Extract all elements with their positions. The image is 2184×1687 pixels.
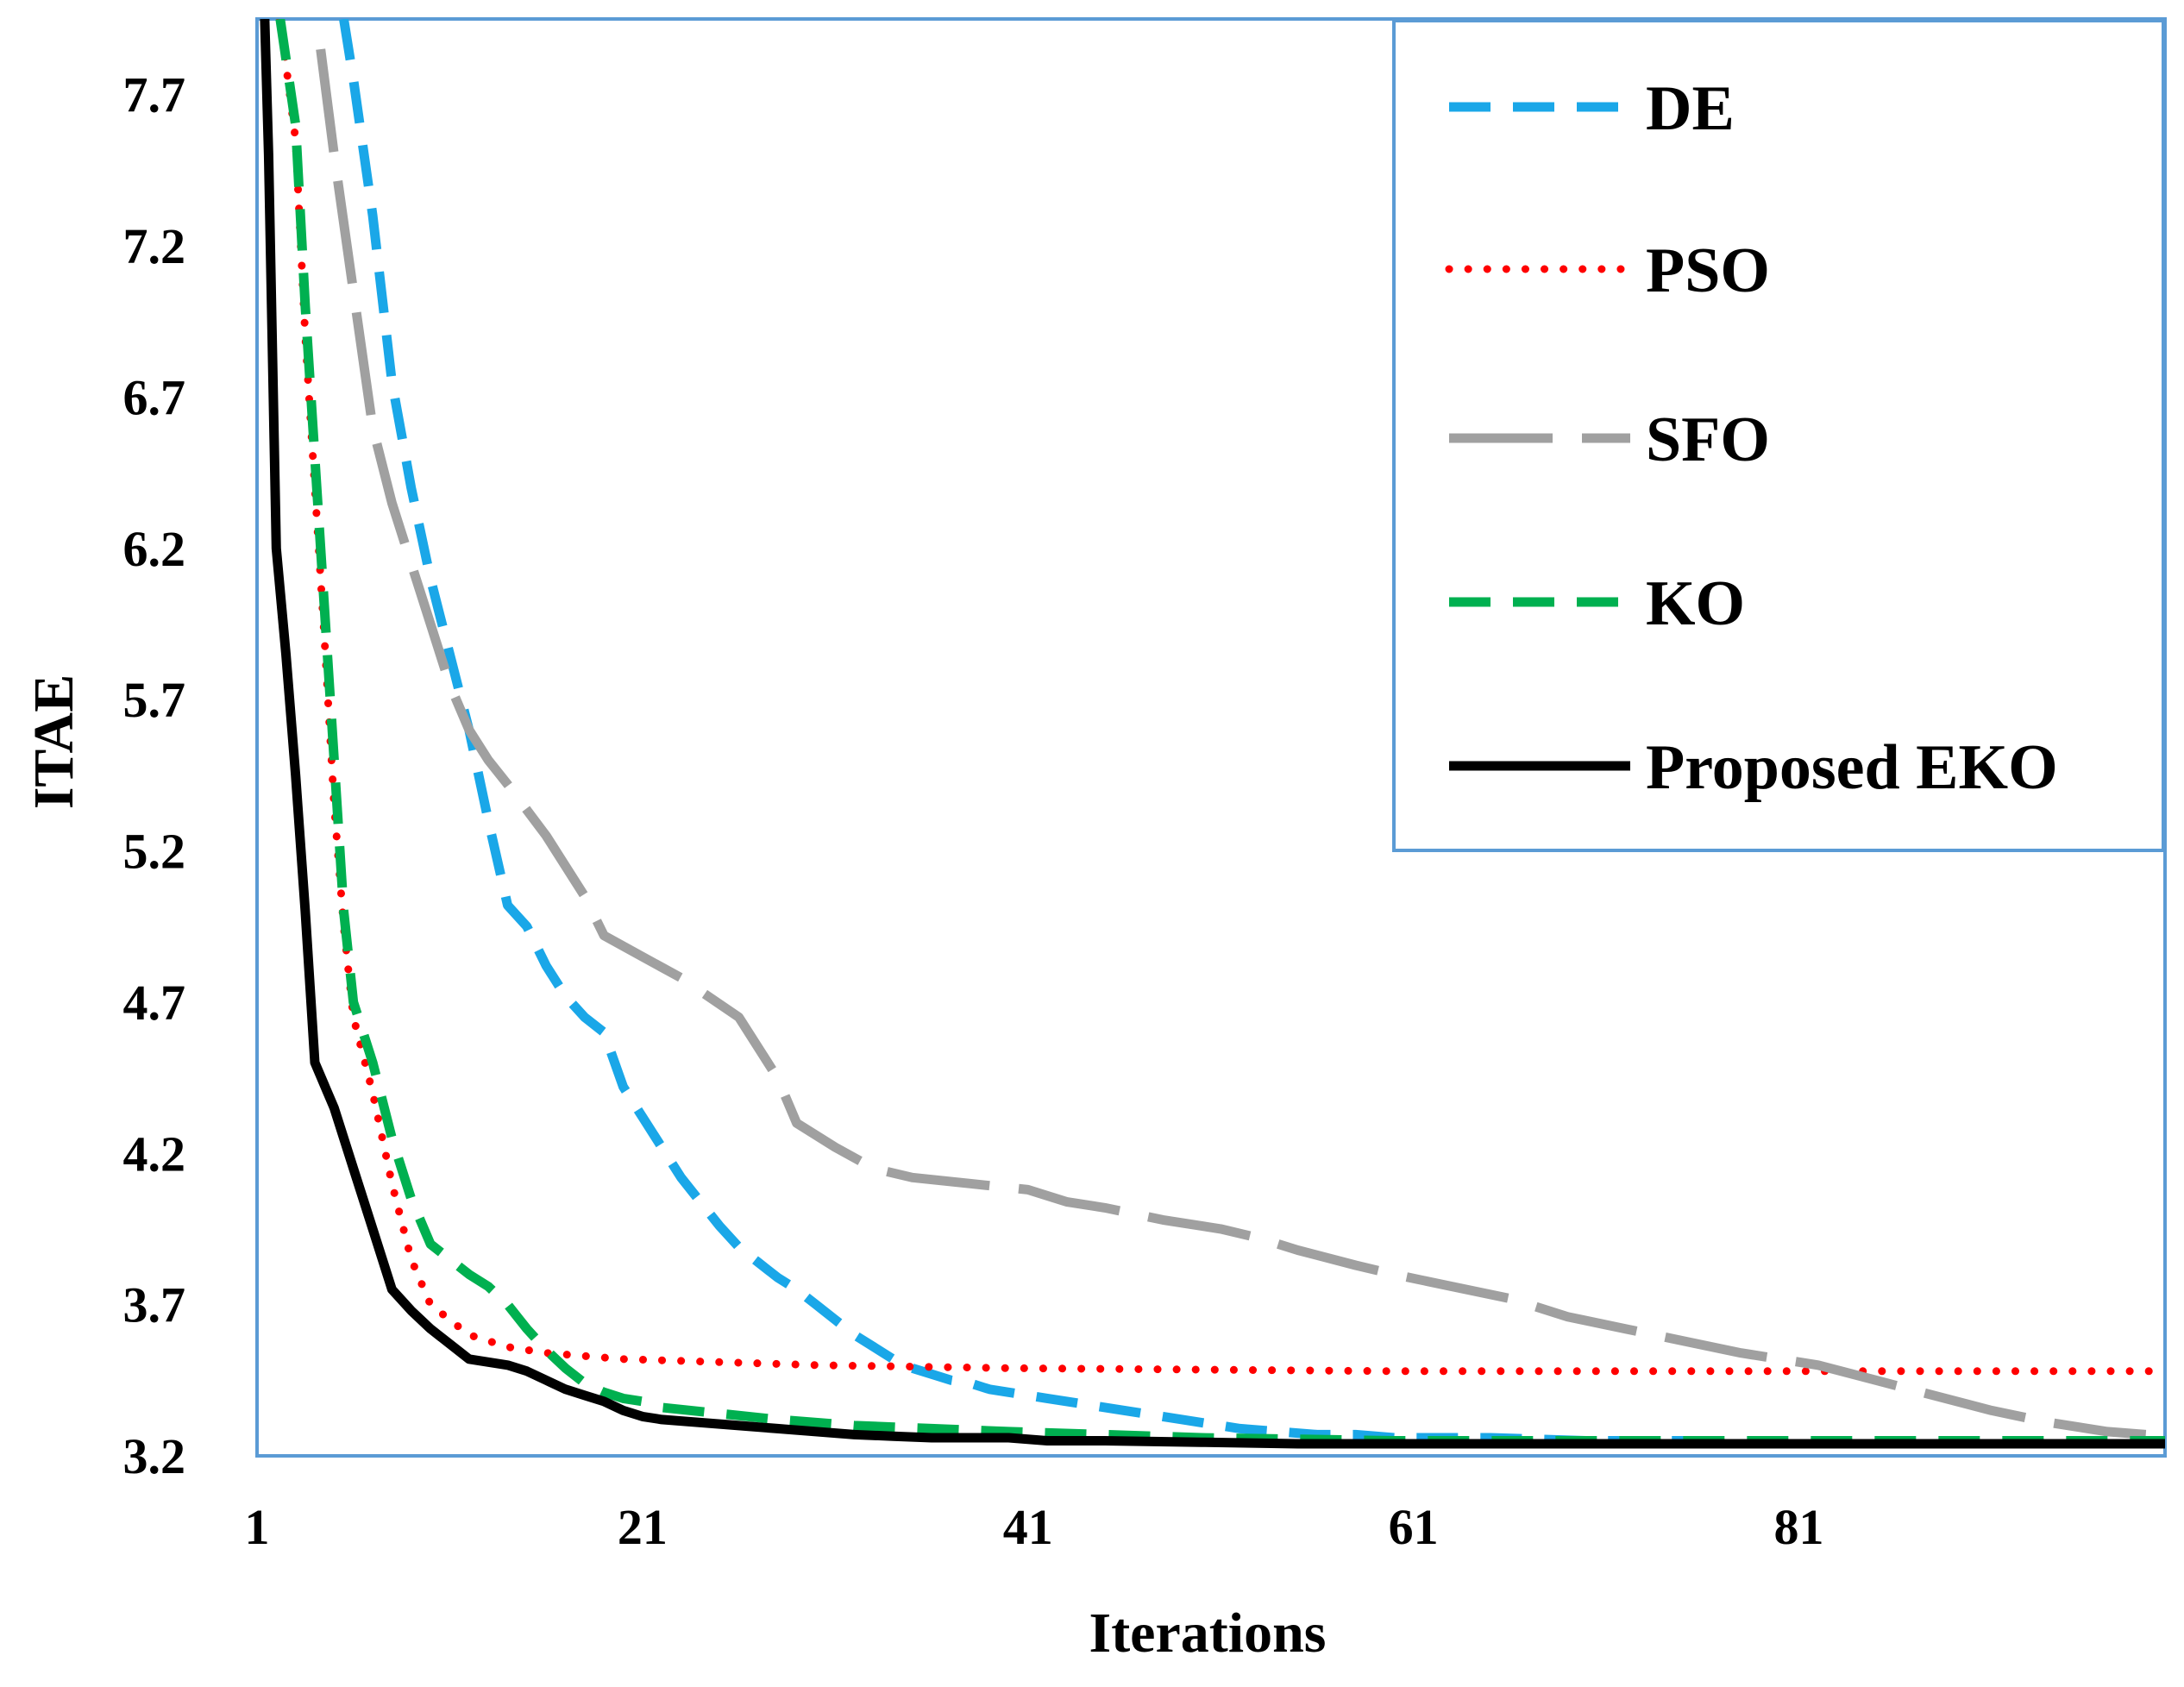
series-line-proposed-eko (260, 19, 2165, 1449)
series-line-de (339, 19, 1723, 1446)
legend-label: PSO (1646, 235, 1770, 306)
legend-label: SFO (1646, 405, 1770, 475)
x-tick-label: 21 (618, 1499, 668, 1555)
series-line-ko (275, 19, 2165, 1446)
x-axis-title: Iterations (1089, 1602, 1327, 1665)
series-line-pso (276, 19, 2165, 1376)
x-tick-label: 61 (1389, 1499, 1439, 1555)
y-tick-label: 7.2 (123, 218, 186, 274)
y-tick-label: 6.2 (123, 521, 186, 577)
y-tick-label: 6.7 (123, 369, 186, 425)
y-tick-label: 5.7 (123, 672, 186, 728)
x-tick-label: 81 (1774, 1499, 1824, 1555)
y-tick-label: 4.7 (123, 975, 186, 1031)
legend-items: DE PSO SFO KO Proposed EKO (1445, 73, 2058, 803)
legend-label: Proposed EKO (1646, 732, 2058, 803)
legend-label: KO (1646, 568, 1745, 639)
y-tick-label: 3.7 (123, 1277, 186, 1333)
legend-item: SFO (1449, 405, 1770, 475)
y-tick-label: 4.2 (123, 1126, 186, 1182)
series-line-sfo (316, 48, 2147, 1439)
y-tick-label: 5.2 (123, 824, 186, 880)
y-axis-title: ITAE (22, 674, 85, 810)
y-tick-label: 7.7 (123, 67, 186, 123)
legend-label: DE (1646, 73, 1735, 144)
legend-item: Proposed EKO (1449, 732, 2058, 803)
y-tick-label: 3.2 (123, 1428, 186, 1484)
y-axis-ticks: 3.2 3.7 4.2 4.7 5.2 5.7 6.2 6.7 7.2 7.7 (123, 67, 186, 1484)
x-tick-label: 1 (245, 1499, 270, 1555)
legend-item: PSO (1445, 235, 1770, 306)
legend-item: KO (1449, 568, 1745, 639)
series-layer (260, 19, 2165, 1449)
x-axis-ticks: 1 21 41 61 81 (245, 1499, 1824, 1555)
legend-item: DE (1449, 73, 1735, 144)
legend: DE PSO SFO KO Proposed EKO (1392, 19, 2165, 852)
x-tick-label: 41 (1003, 1499, 1053, 1555)
